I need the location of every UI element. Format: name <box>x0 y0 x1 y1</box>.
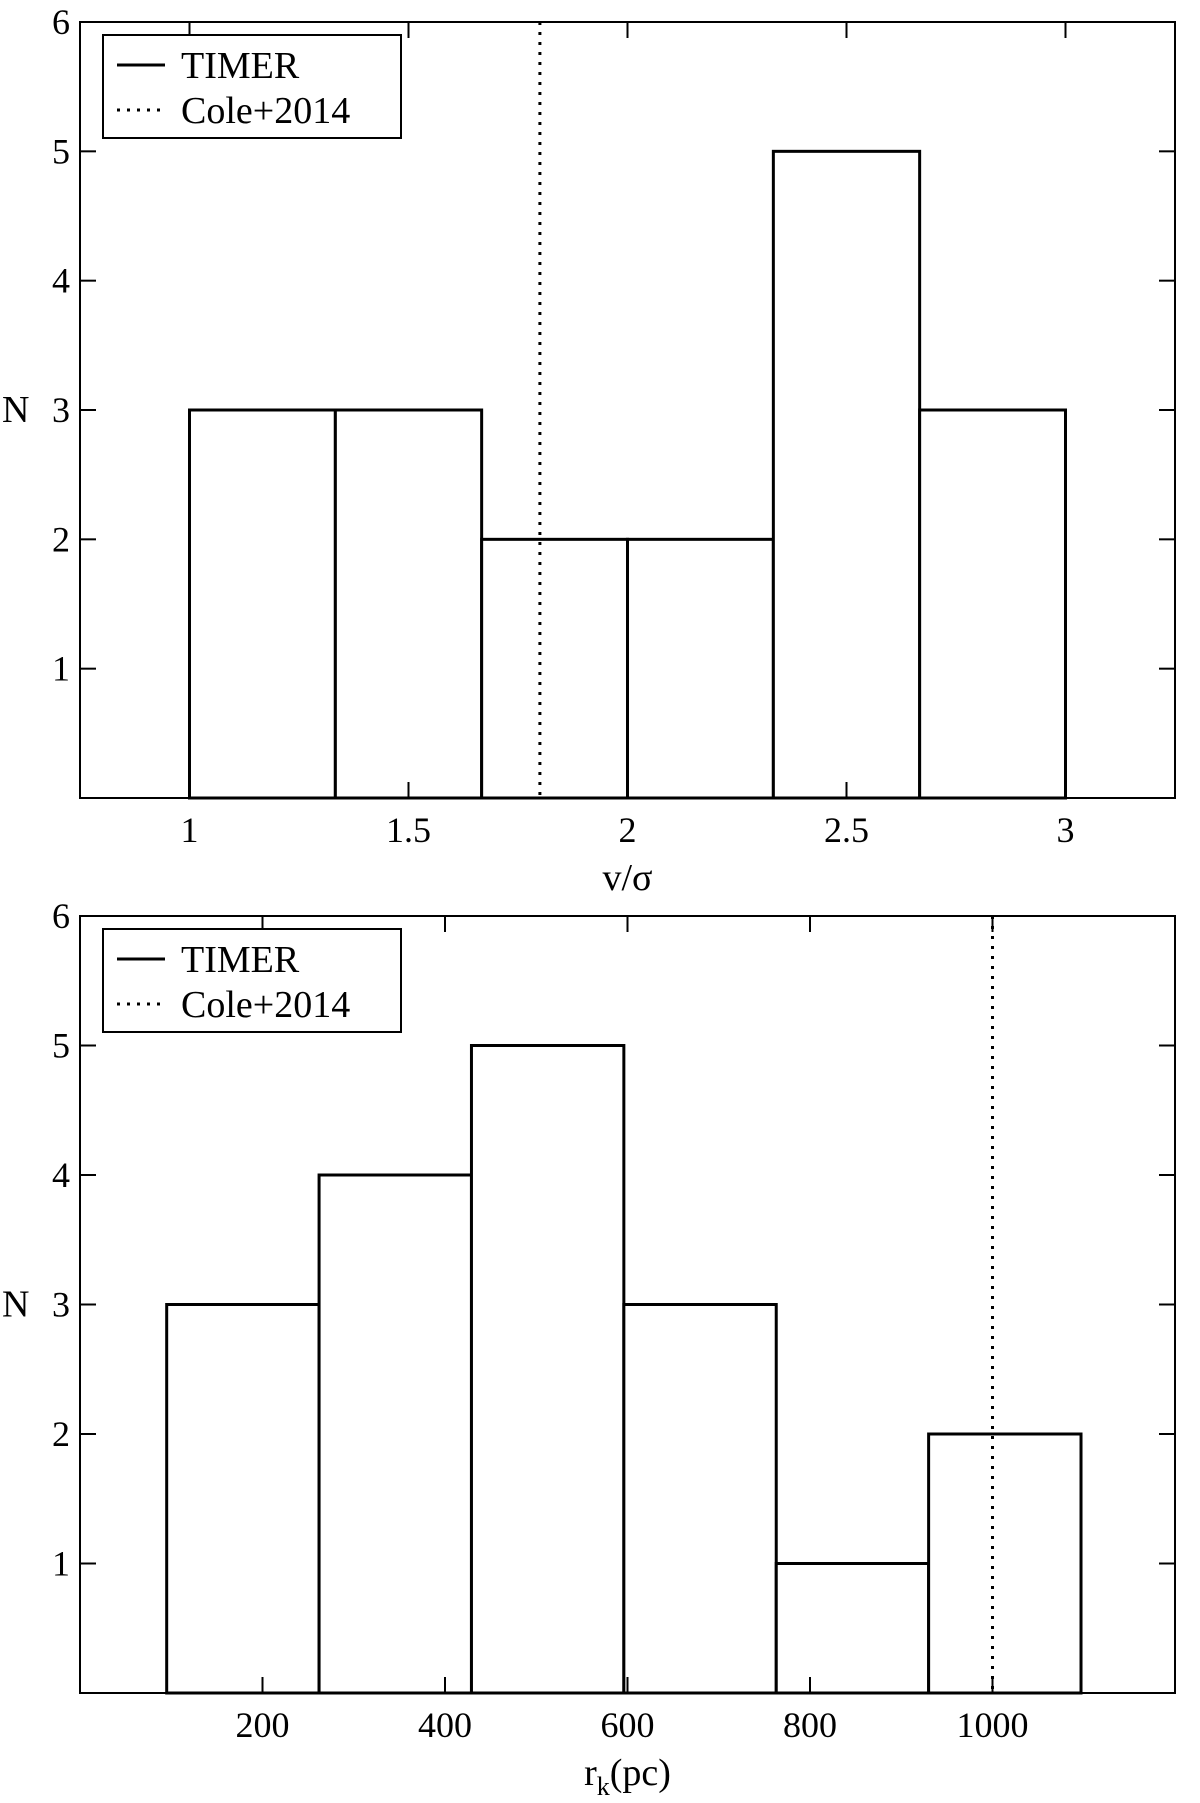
legend-entry-label: Cole+2014 <box>181 90 350 132</box>
y-tick-label: 5 <box>52 1026 70 1066</box>
x-tick-label: 200 <box>236 1705 290 1745</box>
legend-entry-label: TIMER <box>181 939 300 981</box>
histogram-bar <box>188 408 337 800</box>
y-axis-label: N <box>2 389 29 431</box>
x-tick-label: 2.5 <box>824 810 869 850</box>
legend-box <box>102 928 402 1033</box>
x-axis-label: rk(pc) <box>584 1752 671 1801</box>
x-tick-label: 1.5 <box>386 810 431 850</box>
histogram-bar <box>333 408 484 800</box>
histogram-bar <box>165 1303 321 1695</box>
y-tick-label: 1 <box>52 649 70 689</box>
y-tick-label: 1 <box>52 1544 70 1584</box>
y-tick-label: 4 <box>52 1155 70 1195</box>
y-tick-label: 4 <box>52 261 70 301</box>
histogram-bar <box>626 537 775 800</box>
histogram-bar <box>927 1432 1083 1695</box>
y-tick-label: 6 <box>52 2 70 42</box>
y-tick-label: 6 <box>52 896 70 936</box>
legend-box <box>102 34 402 139</box>
x-tick-label: 3 <box>1057 810 1075 850</box>
y-axis-label: N <box>2 1284 29 1326</box>
histogram-bar <box>774 1562 931 1695</box>
legend-entry-label: Cole+2014 <box>181 984 350 1026</box>
histogram-bar <box>317 1173 473 1695</box>
x-tick-label: 2 <box>619 810 637 850</box>
y-tick-label: 2 <box>52 1414 70 1454</box>
x-tick-label: 1000 <box>957 1705 1029 1745</box>
histogram-bar <box>622 1303 778 1695</box>
x-tick-label: 400 <box>418 1705 472 1745</box>
histogram-bar <box>918 408 1067 800</box>
histogram-bar <box>469 1044 626 1695</box>
legend-entry-label: TIMER <box>181 45 300 87</box>
histogram-panel-2: 200 400 600 800 1000 1 2 3 4 5 6 Nrk(pc) TIMERCole+2… <box>2 896 1176 1801</box>
y-tick-label: 5 <box>52 131 70 171</box>
y-tick-label: 2 <box>52 519 70 559</box>
x-tick-label: 600 <box>601 1705 655 1745</box>
x-axis-label: v/σ <box>602 857 652 899</box>
x-tick-label: 1 <box>181 810 199 850</box>
y-tick-label: 3 <box>52 1285 70 1325</box>
histogram-bar <box>771 149 922 800</box>
x-tick-label: 800 <box>783 1705 837 1745</box>
histogram-bar <box>480 537 629 800</box>
y-tick-label: 3 <box>52 390 70 430</box>
